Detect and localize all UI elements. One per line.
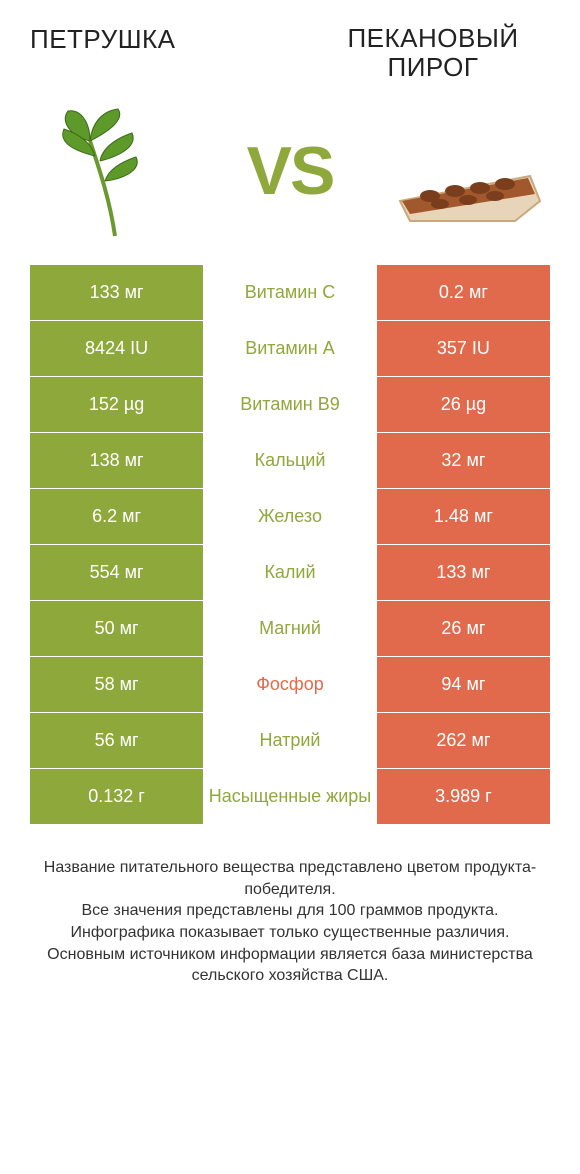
cell-left-value: 8424 IU <box>30 321 203 377</box>
table-row: 50 мгМагний26 мг <box>30 601 550 657</box>
footer-line-3: Инфографика показывает только существенн… <box>30 922 550 944</box>
cell-left-value: 554 мг <box>30 545 203 601</box>
cell-nutrient-name: Кальций <box>203 433 377 489</box>
cell-left-value: 58 мг <box>30 657 203 713</box>
cell-right-value: 32 мг <box>377 433 550 489</box>
cell-left-value: 6.2 мг <box>30 489 203 545</box>
footer-line-2: Все значения представлены для 100 граммо… <box>30 900 550 922</box>
cell-right-value: 357 IU <box>377 321 550 377</box>
cell-right-value: 0.2 мг <box>377 265 550 321</box>
table-row: 0.132 гНасыщенные жиры3.989 г <box>30 769 550 825</box>
title-right: ПЕКАНОВЫЙ ПИРОГ <box>316 24 550 81</box>
cell-nutrient-name: Насыщенные жиры <box>203 769 377 825</box>
table-row: 133 мгВитамин C0.2 мг <box>30 265 550 321</box>
cell-nutrient-name: Калий <box>203 545 377 601</box>
cell-nutrient-name: Магний <box>203 601 377 657</box>
table-row: 152 µgВитамин B926 µg <box>30 377 550 433</box>
footer-notes: Название питательного вещества представл… <box>30 857 550 987</box>
cell-right-value: 262 мг <box>377 713 550 769</box>
cell-right-value: 133 мг <box>377 545 550 601</box>
vs-label: VS <box>247 132 334 210</box>
cell-nutrient-name: Витамин B9 <box>203 377 377 433</box>
cell-right-value: 94 мг <box>377 657 550 713</box>
cell-left-value: 50 мг <box>30 601 203 657</box>
infographic-container: ПЕТРУШКА ПЕКАНОВЫЙ ПИРОГ VS <box>0 0 580 1007</box>
cell-nutrient-name: Натрий <box>203 713 377 769</box>
vs-row: VS <box>30 91 550 251</box>
cell-right-value: 26 мг <box>377 601 550 657</box>
parsley-image <box>30 96 200 246</box>
table-row: 554 мгКалий133 мг <box>30 545 550 601</box>
footer-line-1: Название питательного вещества представл… <box>30 857 550 900</box>
cell-left-value: 152 µg <box>30 377 203 433</box>
cell-left-value: 133 мг <box>30 265 203 321</box>
cell-left-value: 56 мг <box>30 713 203 769</box>
table-row: 58 мгФосфор94 мг <box>30 657 550 713</box>
pecan-pie-image <box>380 96 550 246</box>
table-row: 138 мгКальций32 мг <box>30 433 550 489</box>
titles-row: ПЕТРУШКА ПЕКАНОВЫЙ ПИРОГ <box>30 24 550 81</box>
table-row: 6.2 мгЖелезо1.48 мг <box>30 489 550 545</box>
cell-right-value: 26 µg <box>377 377 550 433</box>
cell-right-value: 1.48 мг <box>377 489 550 545</box>
table-row: 8424 IUВитамин A357 IU <box>30 321 550 377</box>
cell-left-value: 0.132 г <box>30 769 203 825</box>
cell-nutrient-name: Витамин C <box>203 265 377 321</box>
cell-nutrient-name: Железо <box>203 489 377 545</box>
table-row: 56 мгНатрий262 мг <box>30 713 550 769</box>
title-left: ПЕТРУШКА <box>30 24 264 55</box>
cell-nutrient-name: Витамин A <box>203 321 377 377</box>
cell-right-value: 3.989 г <box>377 769 550 825</box>
footer-line-4: Основным источником информации является … <box>30 944 550 987</box>
cell-left-value: 138 мг <box>30 433 203 489</box>
cell-nutrient-name: Фосфор <box>203 657 377 713</box>
nutrition-table: 133 мгВитамин C0.2 мг8424 IUВитамин A357… <box>30 265 550 825</box>
